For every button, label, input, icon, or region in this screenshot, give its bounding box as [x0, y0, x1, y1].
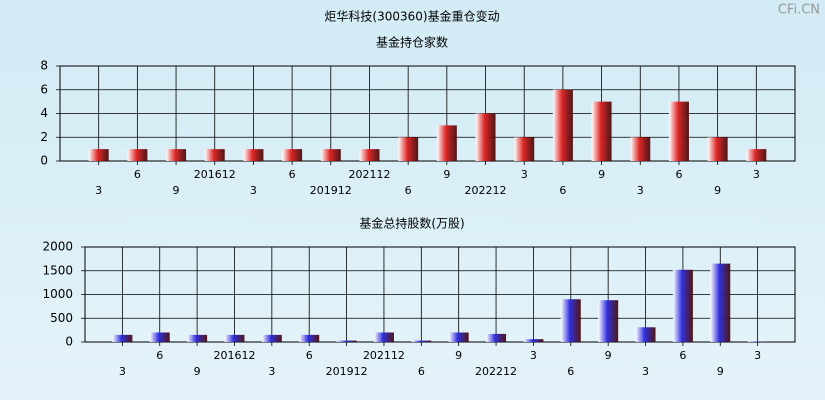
bar	[668, 101, 689, 161]
x-tick-label: 6	[156, 349, 163, 362]
bar	[486, 333, 507, 342]
bar	[204, 149, 225, 161]
bar	[746, 149, 767, 161]
x-tick-label: 3	[754, 349, 761, 362]
x-tick-label: 3	[119, 365, 126, 378]
x-tick-label: 3	[637, 184, 644, 197]
bar	[635, 327, 656, 342]
x-tick-label: 9	[455, 349, 462, 362]
x-tick-label: 202212	[465, 184, 507, 197]
bar	[261, 334, 282, 342]
x-tick-label: 6	[675, 168, 682, 181]
x-tick-label: 201912	[310, 184, 352, 197]
bar	[112, 334, 133, 342]
bar	[299, 334, 320, 342]
x-tick-label: 9	[598, 168, 605, 181]
x-tick-label: 3	[753, 168, 760, 181]
x-tick-label: 6	[418, 365, 425, 378]
bar	[598, 300, 619, 342]
bar	[282, 149, 303, 161]
bar	[166, 149, 187, 161]
bar	[149, 332, 170, 342]
x-tick-label: 9	[605, 349, 612, 362]
bar	[523, 339, 544, 342]
bar	[672, 269, 693, 342]
bar	[359, 149, 380, 161]
subplot-title: 基金持仓家数	[376, 35, 448, 50]
bar	[707, 137, 728, 161]
x-tick-label: 3	[521, 168, 528, 181]
x-tick-label: 6	[567, 365, 574, 378]
bar	[336, 340, 357, 342]
bar	[560, 299, 581, 342]
bar	[411, 340, 432, 342]
x-tick-label: 6	[134, 168, 141, 181]
x-tick-label: 3	[530, 349, 537, 362]
bar	[127, 149, 148, 161]
x-tick-label: 201612	[213, 349, 255, 362]
bar	[710, 263, 731, 342]
bar	[187, 334, 208, 342]
bar	[552, 89, 573, 161]
x-tick-label: 6	[559, 184, 566, 197]
bar	[475, 113, 496, 161]
x-tick-label: 9	[194, 365, 201, 378]
y-tick-label: 500	[50, 311, 73, 325]
x-tick-label: 3	[268, 365, 275, 378]
bar	[243, 149, 264, 161]
x-tick-label: 9	[443, 168, 450, 181]
bar	[448, 332, 469, 342]
bar	[398, 137, 419, 161]
y-tick-label: 4	[40, 106, 48, 120]
x-tick-label: 3	[95, 184, 102, 197]
bar	[320, 149, 341, 161]
x-tick-label: 201912	[326, 365, 368, 378]
x-tick-label: 9	[714, 184, 721, 197]
x-tick-label: 6	[306, 349, 313, 362]
bar	[88, 149, 109, 161]
bar	[591, 101, 612, 161]
y-tick-label: 0	[40, 154, 48, 168]
x-tick-label: 202112	[363, 349, 405, 362]
y-tick-label: 0	[65, 335, 73, 349]
y-tick-label: 8	[40, 59, 48, 73]
x-tick-label: 9	[173, 184, 180, 197]
y-tick-label: 6	[40, 82, 48, 96]
x-tick-label: 6	[679, 349, 686, 362]
x-tick-label: 3	[250, 184, 257, 197]
chart-title: 炬华科技(300360)基金重仓变动	[324, 9, 499, 24]
x-tick-label: 9	[717, 365, 724, 378]
subplot-title: 基金总持股数(万股)	[359, 216, 464, 231]
y-tick-label: 2	[40, 130, 48, 144]
bar	[373, 332, 394, 342]
x-tick-label: 201612	[194, 168, 236, 181]
bar	[436, 125, 457, 161]
y-tick-label: 1500	[42, 263, 73, 277]
x-tick-label: 6	[405, 184, 412, 197]
bar	[514, 137, 535, 161]
x-tick-label: 6	[289, 168, 296, 181]
bar	[224, 334, 245, 342]
y-tick-label: 2000	[42, 240, 73, 254]
bar	[630, 137, 651, 161]
x-tick-label: 202112	[348, 168, 390, 181]
x-tick-label: 3	[642, 365, 649, 378]
y-tick-label: 1000	[42, 287, 73, 301]
x-tick-label: 202212	[475, 365, 517, 378]
watermark: CFi.CN	[778, 3, 820, 18]
